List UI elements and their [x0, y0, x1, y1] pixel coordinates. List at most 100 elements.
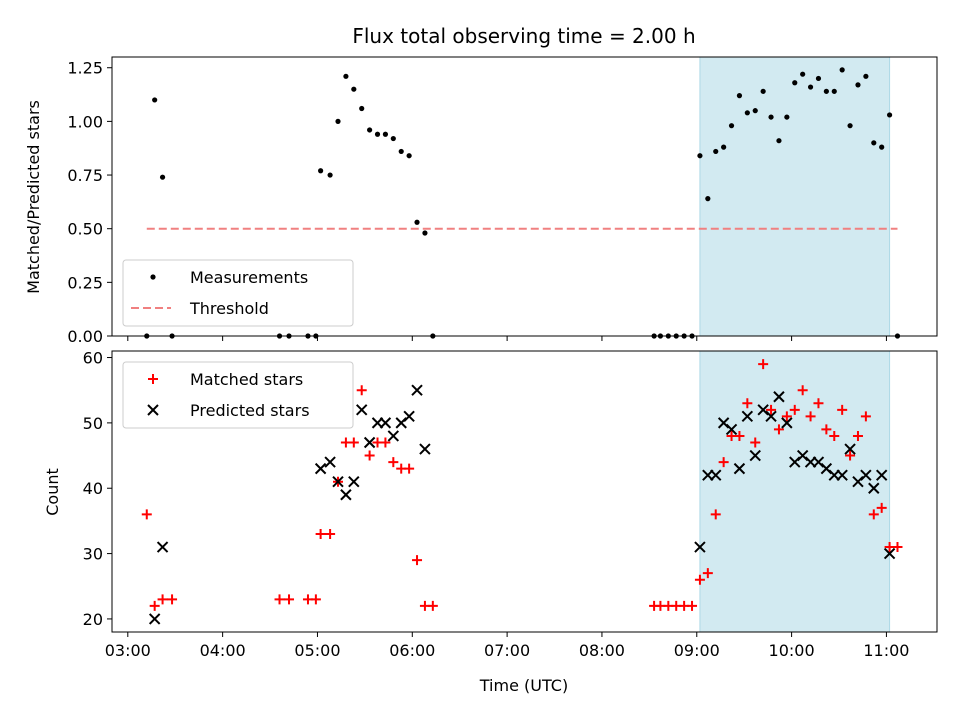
- top-axes-frame: [111, 56, 938, 337]
- predicted-star-point: [314, 462, 327, 475]
- bottom-xtick-label: 04:00: [200, 641, 246, 660]
- matched-star-point: [892, 542, 903, 553]
- predicted-star-point: [765, 410, 777, 423]
- measurement-point: [359, 105, 365, 112]
- measurement-point: [879, 144, 885, 150]
- bottom-ytick-label: 60: [83, 349, 103, 368]
- measurement-point: [390, 135, 396, 142]
- predicted-star-point: [875, 469, 888, 481]
- measurement-point: [398, 148, 404, 155]
- matched-star-point: [742, 398, 753, 409]
- predicted-star-point: [710, 469, 722, 481]
- measurement-point: [863, 73, 869, 79]
- matched-star-point: [427, 600, 438, 611]
- legend-marker-plus: [148, 374, 158, 384]
- predicted-star-point: [324, 456, 336, 468]
- matched-star-point: [718, 457, 729, 468]
- top-legend-box: [122, 259, 354, 327]
- matched-star-point: [829, 430, 840, 441]
- measurement-point: [839, 67, 845, 73]
- predicted-star-point: [156, 541, 169, 553]
- predicted-star-point: [741, 410, 754, 423]
- bottom-axes-frame: [111, 350, 938, 633]
- measurement-point: [343, 73, 349, 79]
- bottom-shaded-interval: [699, 350, 891, 633]
- measurement-point: [792, 80, 798, 86]
- measurement-point: [736, 93, 743, 99]
- measurement-point: [721, 144, 727, 150]
- matched-star-point: [315, 528, 326, 539]
- top-ytick-label: 0.00: [67, 327, 103, 346]
- bottom-ytick-label: 50: [83, 414, 103, 433]
- predicted-star-point: [356, 404, 368, 416]
- measurement-point: [800, 71, 806, 77]
- matched-star-point: [404, 463, 415, 474]
- measurement-point: [351, 86, 357, 92]
- top-ytick-label: 0.50: [67, 220, 103, 239]
- matched-star-point: [813, 398, 824, 409]
- predicted-star-point: [419, 443, 431, 455]
- legend-label: Threshold: [189, 299, 269, 318]
- matched-star-point: [167, 594, 178, 605]
- matched-star-point: [805, 411, 816, 422]
- matched-star-point: [821, 424, 832, 435]
- predicted-star-point: [403, 410, 415, 423]
- measurement-point: [831, 88, 837, 94]
- legend-label: Predicted stars: [190, 401, 310, 420]
- matched-star-point: [149, 600, 160, 611]
- predicted-star-point: [363, 436, 376, 449]
- predicted-star-point: [868, 482, 880, 494]
- predicted-star-point: [332, 475, 344, 488]
- measurement-point: [374, 131, 381, 137]
- top-shaded-interval: [699, 56, 891, 337]
- predicted-star-point: [148, 613, 161, 625]
- measurement-point: [760, 88, 766, 94]
- bottom-xtick-label: 09:00: [674, 641, 720, 660]
- legend-label: Measurements: [190, 268, 308, 287]
- matched-star-point: [852, 430, 863, 441]
- predicted-star-point: [883, 547, 896, 560]
- matched-star-point: [845, 450, 856, 461]
- chart-title: Flux total observing time = 2.00 h: [352, 24, 695, 48]
- matched-star-point: [750, 437, 761, 448]
- matched-star-point: [412, 555, 423, 566]
- legend-marker-x: [147, 404, 159, 416]
- matched-star-point: [766, 404, 777, 415]
- measurement-point: [768, 114, 774, 120]
- bottom-legend: Matched stars Predicted stars: [122, 361, 354, 429]
- legend-label: Matched stars: [190, 370, 303, 389]
- matched-star-point: [348, 437, 359, 448]
- measurement-point: [382, 131, 389, 137]
- matched-star-point: [781, 411, 792, 422]
- matched-star-point: [837, 404, 848, 415]
- matched-star-point: [702, 568, 713, 579]
- measurement-point: [414, 219, 420, 225]
- measurement-point: [886, 112, 893, 118]
- predicted-star-point: [340, 489, 352, 501]
- bottom-ytick-label: 40: [83, 479, 103, 498]
- predicted-star-point: [781, 417, 793, 429]
- predicted-star-point: [348, 475, 360, 488]
- bottom-xtick-label: 07:00: [484, 641, 530, 660]
- measurement-point: [697, 153, 703, 159]
- predicted-star-point: [725, 423, 738, 436]
- predicted-star-point: [694, 541, 706, 553]
- matched-star-point: [388, 457, 399, 468]
- top-legend: Measurements Threshold: [122, 259, 354, 327]
- predicted-star-point: [773, 391, 785, 403]
- measurement-point: [847, 123, 853, 129]
- matched-star-point: [141, 509, 152, 520]
- matched-star-point: [310, 594, 321, 605]
- top-ytick-label: 1.00: [67, 112, 103, 131]
- matched-star-point: [356, 385, 367, 396]
- bottom-xtick-label: 08:00: [579, 641, 625, 660]
- measurement-point: [318, 168, 324, 174]
- matched-star-point: [773, 424, 784, 435]
- matched-star-point: [325, 528, 336, 539]
- predicted-star-point: [749, 449, 761, 462]
- predicted-star-point: [379, 417, 392, 429]
- measurement-point: [406, 153, 412, 159]
- matched-star-point: [797, 385, 808, 396]
- matched-star-point: [157, 594, 168, 605]
- measurement-point: [367, 127, 373, 133]
